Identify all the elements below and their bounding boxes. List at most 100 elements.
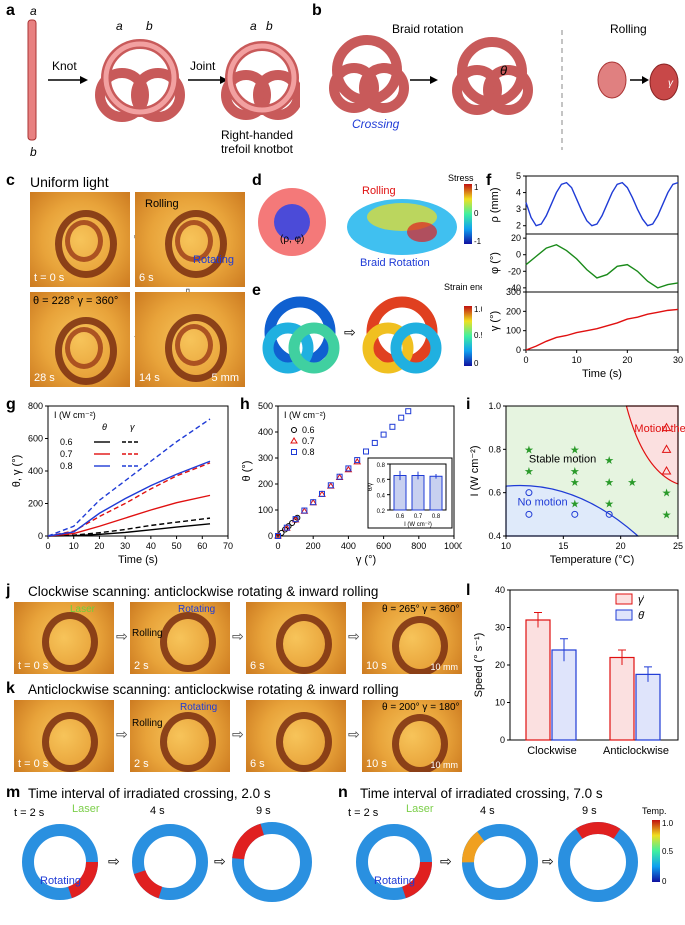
x-axis-label: Time (s) bbox=[118, 554, 158, 566]
svg-text:4 s: 4 s bbox=[480, 805, 495, 817]
legend-swatch bbox=[615, 609, 633, 621]
panel-label-k: k bbox=[6, 680, 15, 697]
y-tick-label: 5 bbox=[516, 172, 521, 181]
panel-label-l: l bbox=[466, 582, 471, 599]
x-tick-label: 0 bbox=[275, 541, 280, 551]
y-tick-label: 600 bbox=[28, 434, 43, 444]
bar bbox=[609, 656, 635, 741]
y-tick-label: 0.8 bbox=[488, 444, 501, 454]
svg-text:Laser: Laser bbox=[72, 803, 100, 815]
plot-frame bbox=[525, 291, 679, 351]
inset-bar bbox=[393, 475, 407, 511]
temp-colorbar bbox=[652, 820, 660, 882]
svg-text:t = 2 s: t = 2 s bbox=[14, 807, 45, 819]
legend-entry: 0.8 bbox=[302, 447, 315, 457]
y-tick-label: 200 bbox=[28, 499, 43, 509]
circle-marker bbox=[525, 510, 533, 518]
triangle-marker bbox=[661, 444, 672, 453]
panel-n-title: Time interval of irradiated crossing, 7.… bbox=[360, 786, 603, 801]
y-axis-label: ρ (mm) bbox=[489, 188, 501, 223]
y-tick-label: 800 bbox=[28, 401, 43, 411]
braid-rotation-label-d: Braid Rotation bbox=[360, 257, 430, 269]
gamma-symbol: γ bbox=[668, 78, 674, 89]
panel-e: ⇨ Strain energy 1.0 0.5 0 bbox=[252, 282, 498, 382]
photo-j-10s: θ = 265° γ = 360° 10 s 10 mm bbox=[362, 602, 462, 674]
x-tick-label: 40 bbox=[146, 541, 156, 551]
photo-c-0s: t = 0 s bbox=[30, 192, 130, 287]
thermal-knot-n2 bbox=[462, 824, 538, 900]
legend-swatch bbox=[615, 593, 633, 605]
legend-theta: θ bbox=[102, 422, 107, 432]
panel-label-m: m bbox=[6, 784, 21, 801]
strain-knot-1 bbox=[262, 296, 340, 374]
x-tick-label: 60 bbox=[197, 541, 207, 551]
photo-k-2s: Rolling Rotating 2 s bbox=[130, 700, 230, 772]
y-tick-label: 3 bbox=[516, 204, 521, 214]
svg-text:⇨: ⇨ bbox=[440, 853, 452, 869]
region-label-stable: Stable motion bbox=[529, 453, 596, 465]
data-point bbox=[345, 465, 352, 472]
svg-text:Rotating: Rotating bbox=[374, 875, 415, 887]
svg-text:0.5: 0.5 bbox=[474, 331, 482, 340]
x-tick-label: 20 bbox=[94, 541, 104, 551]
x-tick-label: 30 bbox=[120, 541, 130, 551]
data-point bbox=[344, 465, 353, 473]
stress-colorbar bbox=[464, 184, 472, 244]
inset-x-label: I (W cm⁻²) bbox=[404, 522, 432, 528]
panel-label-g: g bbox=[6, 396, 16, 413]
series-line-4 bbox=[47, 460, 211, 537]
braid-knot-1 bbox=[329, 35, 409, 113]
x-tick-label: 600 bbox=[376, 541, 391, 551]
y-tick-label: 400 bbox=[258, 427, 273, 437]
y-tick-label: 200 bbox=[506, 306, 521, 316]
joint-end-a: a bbox=[250, 19, 257, 33]
y-tick-label: 10 bbox=[495, 698, 505, 708]
panel-b: Crossing θ γ Braid rotation Rolling bbox=[312, 0, 685, 160]
panel-m-title: Time interval of irradiated crossing, 2.… bbox=[28, 786, 271, 801]
y-tick-label: 300 bbox=[258, 453, 273, 463]
svg-text:9 s: 9 s bbox=[582, 805, 597, 817]
svg-text:4 s: 4 s bbox=[150, 805, 165, 817]
plot-frame bbox=[277, 405, 455, 537]
plot-frame bbox=[525, 175, 679, 235]
inset-bar bbox=[411, 475, 425, 511]
x-tick-label: 0 bbox=[45, 541, 50, 551]
data-point bbox=[371, 439, 378, 446]
svg-text:⇨: ⇨ bbox=[542, 853, 554, 869]
svg-text:9 s: 9 s bbox=[256, 805, 271, 817]
series-line-5 bbox=[47, 418, 211, 537]
x-tick-label: 50 bbox=[172, 541, 182, 551]
photo-c-28s: θ = 228° γ = 360° 28 s bbox=[30, 292, 130, 387]
plot-frame bbox=[505, 405, 679, 537]
data-point bbox=[292, 516, 299, 523]
data-point bbox=[380, 431, 387, 438]
series-line-2 bbox=[47, 494, 211, 537]
y-tick-label: 200 bbox=[258, 479, 273, 489]
y-tick-label: 0.8 bbox=[377, 463, 386, 469]
svg-text:Stress: Stress bbox=[448, 173, 474, 183]
rod-end-b: b bbox=[30, 145, 37, 159]
y-tick-label: 0.6 bbox=[488, 488, 501, 498]
data-point bbox=[398, 414, 405, 421]
rod-end-a: a bbox=[30, 4, 37, 18]
legend-entry: 0.6 bbox=[60, 437, 73, 447]
legend-title: I (W cm⁻²) bbox=[284, 410, 326, 420]
star-marker: ★ bbox=[570, 444, 580, 456]
x-axis-label: Temperature (°C) bbox=[550, 554, 634, 566]
panel-label-a: a bbox=[6, 2, 15, 19]
data-point bbox=[283, 524, 290, 531]
star-marker: ★ bbox=[604, 477, 614, 489]
data-point bbox=[301, 507, 308, 514]
x-axis-label: Time (s) bbox=[582, 368, 622, 380]
series-line-2 bbox=[525, 308, 679, 351]
panel-m: t = 2 s Laser Rotating ⇨ 4 s ⇨ 9 s bbox=[0, 800, 330, 920]
data-point bbox=[354, 457, 361, 464]
thermal-knot-n1 bbox=[356, 824, 432, 900]
knot-end-b: b bbox=[146, 19, 153, 33]
y-tick-label: 0.2 bbox=[377, 509, 386, 515]
photo-k-0s: t = 0 s bbox=[14, 700, 114, 772]
knot-formation-diagram: a b Knot a b Joint a b bbox=[27, 4, 303, 159]
y-tick-label: 100 bbox=[506, 326, 521, 336]
svg-text:Strain energy: Strain energy bbox=[444, 282, 482, 292]
series-line-1 bbox=[47, 517, 211, 537]
